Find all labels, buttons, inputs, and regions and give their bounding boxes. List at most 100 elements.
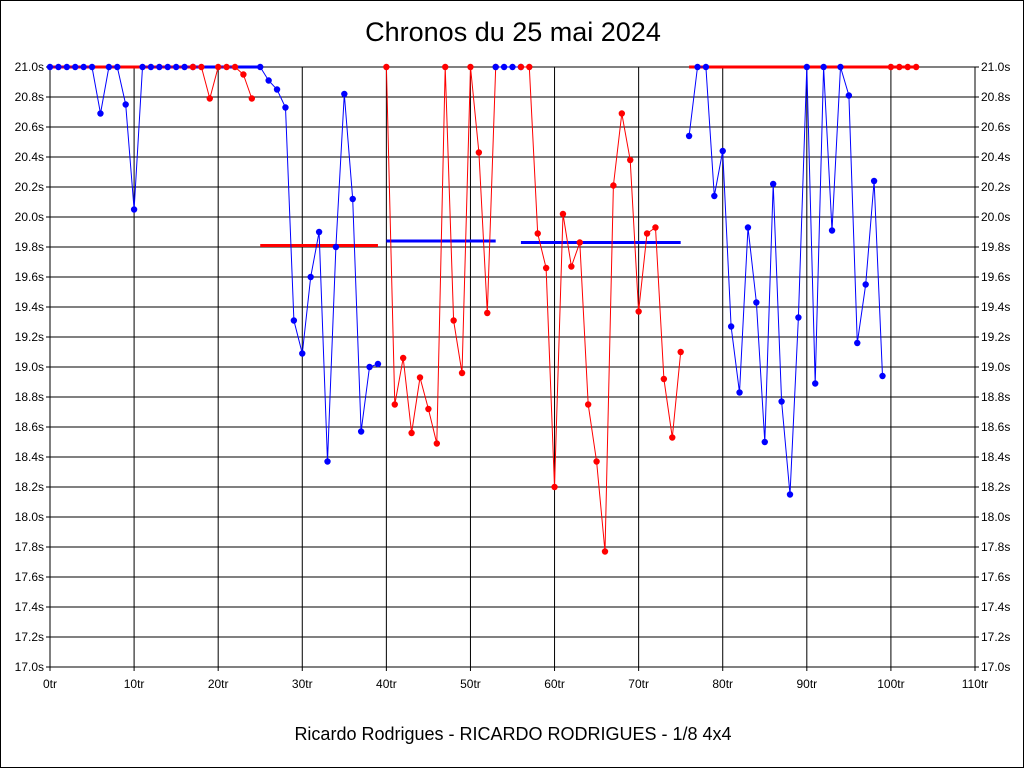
data-point: [669, 434, 676, 441]
data-point: [399, 354, 407, 362]
data-point: [105, 63, 113, 71]
y-tick-label-right: 20.6s: [981, 120, 1010, 134]
data-point: [593, 458, 600, 465]
series-line: [50, 66, 193, 210]
data-point: [198, 63, 205, 71]
y-tick-label-right: 18.6s: [981, 420, 1010, 434]
y-tick-label-left: 19.2s: [15, 330, 44, 344]
data-point: [812, 380, 819, 387]
data-point: [576, 239, 583, 246]
data-point: [744, 224, 752, 231]
y-tick-label-right: 18.4s: [981, 450, 1010, 464]
data-point: [46, 63, 54, 71]
data-point: [475, 149, 483, 156]
data-point: [97, 110, 104, 117]
data-point: [80, 63, 87, 71]
data-point: [643, 230, 651, 237]
x-tick-label: 0tr: [43, 677, 57, 691]
data-point: [862, 281, 869, 288]
data-point: [282, 104, 289, 111]
data-point: [290, 317, 298, 324]
data-point: [711, 192, 718, 200]
average-lines: [50, 65, 917, 247]
y-tick-label-right: 20.4s: [981, 150, 1010, 164]
data-point: [652, 224, 659, 231]
data-point: [534, 230, 541, 237]
data-point: [240, 71, 247, 78]
data-point: [273, 86, 281, 93]
data-point: [803, 63, 811, 71]
data-point: [492, 63, 499, 71]
data-point: [635, 308, 642, 315]
data-point: [164, 63, 171, 71]
data-point: [500, 63, 508, 71]
data-point: [206, 95, 213, 102]
x-tick-label: 30tr: [292, 677, 313, 691]
y-tick-label-right: 19.4s: [981, 300, 1010, 314]
data-point: [896, 63, 903, 71]
data-point: [299, 350, 306, 357]
data-point: [845, 92, 853, 99]
data-point: [231, 63, 239, 71]
data-point: [147, 63, 155, 71]
data-point: [214, 63, 222, 71]
data-point: [509, 63, 516, 71]
data-point: [618, 110, 626, 117]
data-point: [181, 63, 188, 71]
y-tick-label-right: 18.8s: [981, 390, 1010, 404]
data-point: [761, 438, 768, 446]
y-tick-label-left: 18.8s: [15, 390, 44, 404]
data-point: [130, 206, 138, 213]
data-point: [786, 491, 794, 498]
data-point: [349, 195, 356, 203]
data-point: [912, 63, 920, 71]
data-point: [88, 63, 96, 71]
data-point: [408, 429, 415, 437]
data-point: [122, 101, 129, 108]
tick-labels: 21.0s 21.0s 20.8s 20.8s 20.6s 20.6s 20.4s 20.4s…: [15, 60, 1011, 691]
data-point: [324, 458, 331, 465]
y-tick-label-left: 20.8s: [15, 90, 44, 104]
y-tick-label-left: 18.4s: [15, 450, 44, 464]
data-point: [315, 228, 323, 236]
data-point: [257, 63, 264, 71]
y-tick-label-right: 19.6s: [981, 270, 1010, 284]
data-point: [63, 63, 71, 71]
y-tick-label-right: 17.4s: [981, 600, 1010, 614]
x-tick-label: 20tr: [208, 677, 229, 691]
y-tick-label-left: 20.2s: [15, 180, 44, 194]
data-point: [584, 401, 592, 408]
y-tick-label-left: 20.4s: [15, 150, 44, 164]
data-point: [55, 63, 62, 71]
data-point: [887, 63, 895, 71]
data-point: [223, 63, 230, 71]
data-point: [172, 63, 180, 71]
y-tick-label-left: 20.0s: [15, 210, 44, 224]
data-point: [189, 63, 197, 71]
data-point: [139, 63, 146, 71]
data-point: [627, 156, 634, 164]
data-point: [248, 95, 256, 102]
y-tick-label-right: 18.2s: [981, 480, 1010, 494]
data-point: [551, 483, 558, 491]
data-point: [685, 132, 693, 140]
data-point: [72, 63, 79, 71]
y-tick-label-right: 17.2s: [981, 630, 1010, 644]
y-tick-label-right: 19.0s: [981, 360, 1010, 374]
y-tick-label-left: 17.0s: [15, 660, 44, 674]
data-point: [374, 360, 382, 368]
data-point: [458, 369, 466, 377]
data-point: [854, 339, 861, 347]
data-point: [341, 90, 348, 98]
y-tick-label-left: 19.6s: [15, 270, 44, 284]
y-tick-label-left: 18.0s: [15, 510, 44, 524]
y-tick-label-left: 19.0s: [15, 360, 44, 374]
y-tick-label-left: 21.0s: [15, 60, 44, 74]
data-point: [601, 548, 609, 555]
data-point: [366, 363, 373, 371]
data-point: [820, 63, 827, 71]
data-point: [450, 317, 457, 324]
data-point: [484, 309, 491, 317]
data-point: [694, 63, 701, 71]
